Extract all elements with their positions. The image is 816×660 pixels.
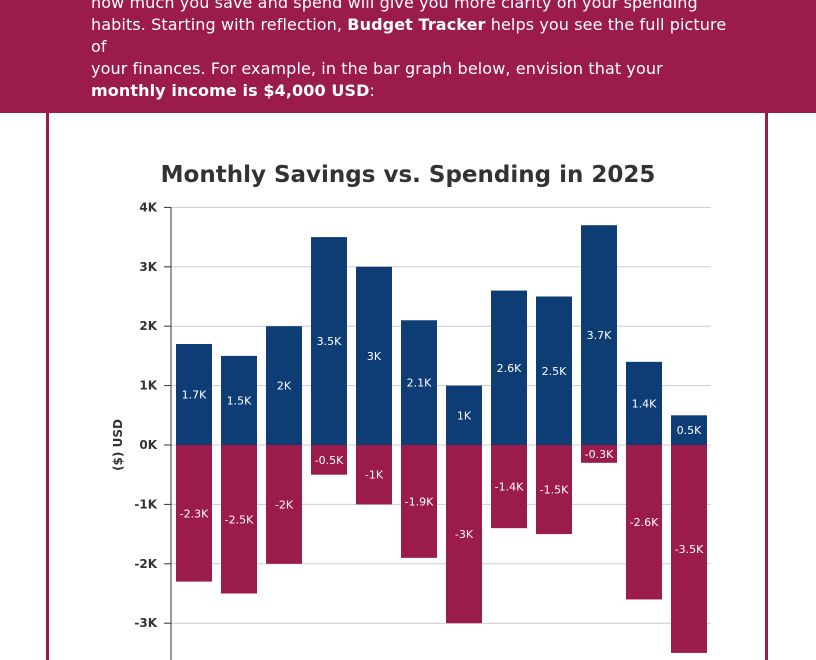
spending-bar <box>266 445 302 564</box>
spending-data-label: -0.5K <box>315 454 344 467</box>
savings-data-label: 3.7K <box>587 329 612 342</box>
savings-data-label: 1.7K <box>182 389 207 402</box>
y-tick-label: 0K <box>139 438 157 452</box>
spending-bar <box>176 445 212 582</box>
savings-data-label: 2.1K <box>407 377 432 390</box>
spending-data-label: -2.3K <box>180 507 209 520</box>
savings-bar <box>176 344 212 445</box>
savings-data-label: 1.5K <box>227 394 252 407</box>
savings-data-label: 3K <box>367 350 382 363</box>
spending-bar <box>626 445 662 600</box>
savings-bar <box>266 326 302 445</box>
savings-data-label: 1K <box>457 409 472 422</box>
y-tick-label: -1K <box>134 497 157 511</box>
savings-data-label: 2.6K <box>497 362 522 375</box>
spending-bar <box>491 445 527 529</box>
savings-data-label: 3.5K <box>317 335 342 348</box>
spending-bar <box>446 445 482 624</box>
spending-data-label: -0.3K <box>585 448 614 461</box>
intro-line-3: helps you see the full picture of <box>91 15 727 56</box>
spending-data-label: -1.4K <box>495 481 524 494</box>
frame-right-border <box>765 113 768 660</box>
savings-bar <box>491 290 527 445</box>
spending-data-label: -1.5K <box>540 484 569 497</box>
spending-bar <box>356 445 392 505</box>
savings-data-label: 2K <box>277 380 292 393</box>
spending-data-label: -2.5K <box>225 513 254 526</box>
spending-data-label: -2.6K <box>630 516 659 529</box>
spending-bar <box>401 445 437 558</box>
bars: 1.7K 1.5K 2K 3.5K 3K 2.1K 1K 2.6K 2.5K 3.7K 1.4K 0.… <box>176 225 707 653</box>
intro-line-2: habits. Starting with reflection, <box>91 15 343 34</box>
savings-data-label: 2.5K <box>542 365 567 378</box>
spending-bar <box>536 445 572 535</box>
spending-data-label: -3.5K <box>675 543 704 556</box>
intro-line-1: how much you save and spend will give yo… <box>91 0 698 12</box>
intro-banner: how much you save and spend will give yo… <box>0 0 816 113</box>
spending-data-label: -2K <box>275 498 294 511</box>
spending-bar <box>671 445 707 653</box>
y-tick-label: -2K <box>134 557 157 571</box>
savings-bar <box>446 385 482 445</box>
savings-data-label: 0.5K <box>677 424 702 437</box>
savings-bar <box>356 266 392 445</box>
spending-bar <box>581 445 617 463</box>
savings-bar <box>311 237 347 445</box>
savings-bar <box>401 320 437 445</box>
y-tick-label: 2K <box>139 319 157 333</box>
savings-bar <box>626 361 662 445</box>
gridlines <box>171 206 711 624</box>
spending-data-label: -3K <box>455 528 474 541</box>
savings-bar <box>581 225 617 445</box>
chart-title: Monthly Savings vs. Spending in 2025 <box>161 162 656 188</box>
y-tick-label: 4K <box>139 200 157 214</box>
savings-data-label: 1.4K <box>632 397 657 410</box>
frame-left-border <box>46 113 49 660</box>
spending-data-label: -1.9K <box>405 495 434 508</box>
intro-line-4: your finances. For example, in the bar g… <box>91 59 663 78</box>
spending-bar <box>311 445 347 475</box>
y-tick-label: -3K <box>134 616 157 630</box>
y-axis-label: ($) USD <box>111 419 125 471</box>
savings-spending-chart: Monthly Savings vs. Spending in 2025 ($)… <box>111 162 711 660</box>
savings-bar <box>221 355 257 445</box>
y-tick-label: 1K <box>139 379 157 393</box>
intro-end: : <box>369 81 376 100</box>
spending-data-label: -1K <box>365 469 384 482</box>
savings-bar <box>536 296 572 445</box>
y-tick-label: 3K <box>139 260 157 274</box>
income-highlight: monthly income is $4,000 USD <box>91 81 370 100</box>
savings-bar <box>671 415 707 445</box>
y-axis: 4K 3K 2K 1K 0K -1K -2K -3K <box>134 200 172 660</box>
intro-text: how much you save and spend will give yo… <box>91 0 731 102</box>
spending-bar <box>221 445 257 594</box>
brand-name: Budget Tracker <box>347 15 486 34</box>
